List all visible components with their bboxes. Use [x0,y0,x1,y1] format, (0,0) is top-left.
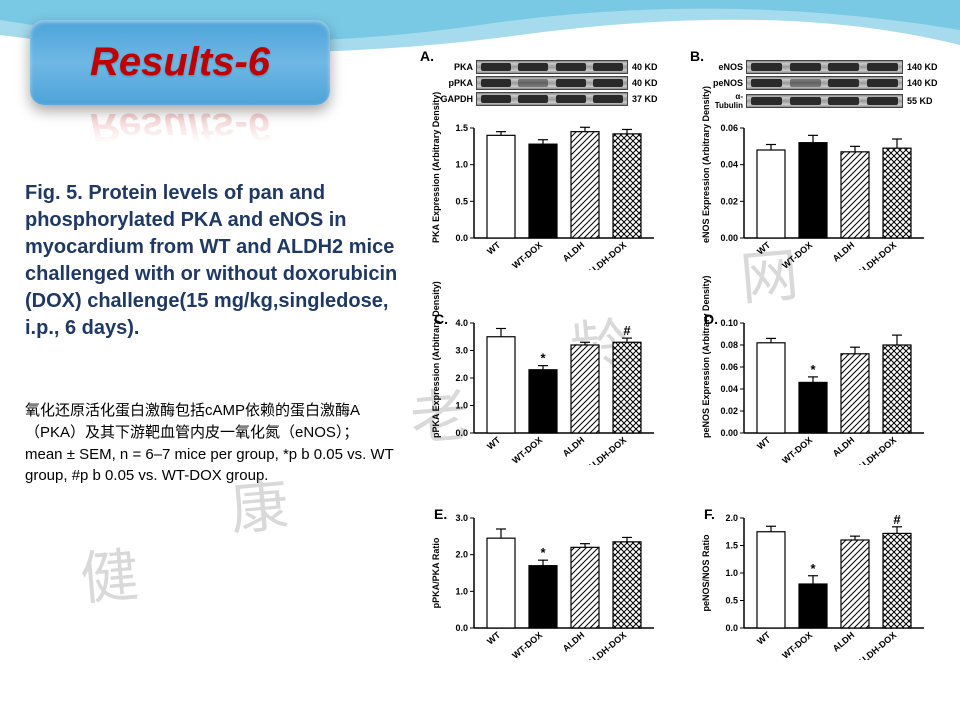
svg-text:ALDH: ALDH [831,435,857,459]
blot-row: eNOS140 KD [708,60,943,74]
svg-text:WT: WT [485,435,503,452]
chart-panel-e: pPKA/PKA Ratio 0.0 1.0 2.0 3.0 WT * WT-DOX ALDH… [432,510,667,660]
svg-text:0.02: 0.02 [720,196,738,206]
svg-text:ALDH-DOX: ALDH-DOX [855,630,898,660]
title-reflection: Results-6 [30,104,330,144]
svg-text:*: * [540,545,546,560]
svg-text:WT: WT [755,630,773,647]
svg-text:WT: WT [485,630,503,647]
svg-text:1.0: 1.0 [725,568,738,578]
title-box: Results-6 [30,20,330,105]
svg-text:ALDH-DOX: ALDH-DOX [585,240,628,270]
svg-text:0.0: 0.0 [725,623,738,633]
svg-text:0.5: 0.5 [725,596,738,606]
svg-text:0.06: 0.06 [720,123,738,133]
svg-text:ALDH-DOX: ALDH-DOX [585,630,628,660]
svg-text:0.0: 0.0 [455,233,468,243]
subtext-english: mean ± SEM, n = 6–7 mice per group, *p b… [25,446,394,485]
svg-text:WT: WT [755,240,773,257]
svg-text:#: # [893,512,901,527]
svg-text:4.0: 4.0 [455,318,468,328]
svg-text:ALDH-DOX: ALDH-DOX [855,240,898,270]
y-axis-label: eNOS Expression (Arbitrary Density) [701,123,711,243]
y-axis-label: pPKA Expression (Arbitrary Density) [431,318,441,438]
svg-text:ALDH: ALDH [561,240,587,264]
panel-letter-a: A. [420,48,434,64]
svg-text:*: * [810,362,816,377]
svg-text:0.0: 0.0 [455,623,468,633]
svg-text:1.0: 1.0 [455,160,468,170]
watermark-char: 健 [76,528,141,617]
panel-letter-c: C. [434,311,448,327]
blot-row: α-Tubulin55 KD [708,92,943,110]
svg-text:0.00: 0.00 [720,428,738,438]
svg-text:0.00: 0.00 [720,233,738,243]
svg-text:WT-DOX: WT-DOX [510,435,544,465]
slide-title: Results-6 [90,40,270,85]
svg-text:0.0: 0.0 [455,428,468,438]
svg-text:0.06: 0.06 [720,362,738,372]
figure-area: A. PKA40 KD pPKA40 KD GAPDH37 KD B. eNOS… [420,50,950,705]
svg-text:0.10: 0.10 [720,318,738,328]
figure-subtext: 氧化还原活化蛋白激酶包括cAMP依赖的蛋白激酶A（PKA）及其下游靶血管内皮一氧… [25,400,400,487]
blot-group-a: PKA40 KD pPKA40 KD GAPDH37 KD [438,60,668,108]
svg-text:3.0: 3.0 [455,346,468,356]
panel-letter-f: F. [704,506,715,522]
subtext-chinese: 氧化还原活化蛋白激酶包括cAMP依赖的蛋白激酶A（PKA）及其下游靶血管内皮一氧… [25,402,360,441]
chart-panel-f: peNOS/NOS Ratio 0.0 0.5 1.0 1.5 2.0 WT * WT-DOX… [702,510,937,660]
svg-text:ALDH: ALDH [831,630,857,654]
blot-row: PKA40 KD [438,60,668,74]
figure-caption: Fig. 5. Protein levels of pan and phosph… [25,180,400,342]
svg-text:WT-DOX: WT-DOX [780,435,814,465]
panel-letter-e: E. [434,506,447,522]
chart-panel-b: eNOS Expression (Arbitrary Density) 0.00… [702,120,937,270]
svg-text:ALDH-DOX: ALDH-DOX [855,435,898,465]
svg-text:2.0: 2.0 [455,373,468,383]
blot-row: GAPDH37 KD [438,92,668,106]
y-axis-label: PKA Expression (Arbitrary Density) [431,123,441,243]
svg-text:WT-DOX: WT-DOX [510,240,544,270]
svg-text:*: * [540,351,546,366]
svg-text:2.0: 2.0 [455,550,468,560]
svg-text:0.08: 0.08 [720,340,738,350]
blot-group-b: eNOS140 KD peNOS140 KD α-Tubulin55 KD [708,60,943,112]
svg-text:*: * [810,561,816,576]
svg-text:1.5: 1.5 [725,541,738,551]
svg-text:ALDH-DOX: ALDH-DOX [585,435,628,465]
svg-text:0.04: 0.04 [720,384,738,394]
svg-text:2.0: 2.0 [725,513,738,523]
blot-row: pPKA40 KD [438,76,668,90]
svg-text:WT: WT [755,435,773,452]
svg-text:ALDH: ALDH [831,240,857,264]
svg-text:1.0: 1.0 [455,401,468,411]
chart-panel-d: peNOS Expression (Arbitrary Density) 0.0… [702,315,937,465]
svg-text:1.0: 1.0 [455,586,468,596]
chart-panel-c: pPKA Expression (Arbitrary Density) 0.0 1… [432,315,667,465]
svg-text:0.02: 0.02 [720,406,738,416]
panel-letter-b: B. [690,48,704,64]
svg-text:WT-DOX: WT-DOX [780,630,814,660]
y-axis-label: peNOS/NOS Ratio [701,513,711,633]
svg-text:1.5: 1.5 [455,123,468,133]
svg-text:WT-DOX: WT-DOX [510,630,544,660]
svg-text:ALDH: ALDH [561,630,587,654]
panel-letter-d: D. [704,311,718,327]
svg-text:0.5: 0.5 [455,196,468,206]
svg-text:#: # [623,323,631,338]
chart-panel-a: PKA Expression (Arbitrary Density) 0.0 0.… [432,120,667,270]
svg-text:0.04: 0.04 [720,160,738,170]
y-axis-label: pPKA/PKA Ratio [431,513,441,633]
blot-row: peNOS140 KD [708,76,943,90]
svg-text:3.0: 3.0 [455,513,468,523]
svg-text:ALDH: ALDH [561,435,587,459]
y-axis-label: peNOS Expression (Arbitrary Density) [701,318,711,438]
svg-text:WT: WT [485,240,503,257]
svg-text:WT-DOX: WT-DOX [780,240,814,270]
